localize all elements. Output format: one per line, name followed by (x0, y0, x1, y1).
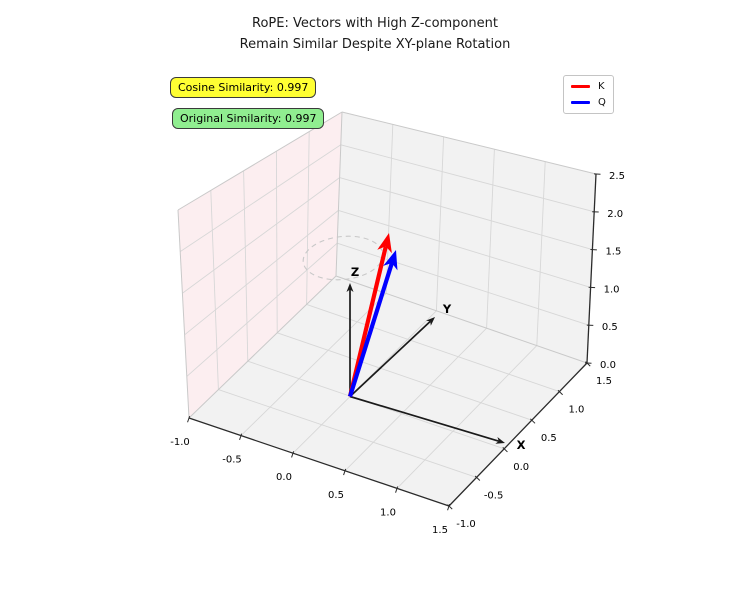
z-tick-label: 1.0 (604, 284, 620, 295)
pane-edge (335, 275, 588, 364)
grid-line (179, 144, 342, 252)
pane-edge (341, 111, 597, 175)
y-tick-label: -0.5 (484, 490, 504, 501)
legend: K Q (563, 75, 614, 114)
y-tick (502, 447, 508, 453)
grid-line (243, 170, 249, 362)
y-tick-label: 1.5 (596, 376, 612, 387)
grid-line (218, 389, 477, 478)
cosine-similarity-annotation: Cosine Similarity: 0.997 (170, 77, 317, 98)
x-tick-label: -1.0 (170, 437, 190, 448)
grid-line (184, 210, 339, 336)
z-axis-arrow-head (346, 283, 354, 292)
x-tick (239, 433, 243, 441)
y-axis-arrow-head (426, 317, 435, 326)
y-axis-label: Y (442, 302, 452, 316)
back-wall-pane (336, 112, 596, 363)
x-tick-label: -0.5 (222, 455, 242, 466)
y-tick (447, 504, 453, 510)
x-axis-arrow-head (495, 437, 505, 444)
grid-line (396, 345, 538, 489)
x-tick-label: 0.0 (276, 472, 292, 483)
grid-line (306, 303, 560, 393)
z-axis-spine (586, 173, 597, 364)
y-tick-label: 1.0 (568, 405, 584, 416)
chart-title-line2: Remain Similar Despite XY-plane Rotation (239, 37, 511, 52)
legend-item-k: K (571, 81, 606, 92)
y-tick (474, 475, 481, 481)
z-tick-label: 2.5 (609, 171, 625, 182)
x-tick (395, 486, 399, 493)
pane-edge (177, 209, 190, 419)
grid-line (337, 242, 589, 326)
x-tick (291, 451, 295, 458)
k-vector-arrow-head (377, 233, 392, 254)
y-tick-label: -1.0 (456, 519, 476, 530)
y-tick-label: 0.5 (541, 433, 557, 444)
legend-label-q: Q (598, 97, 606, 108)
grid-line (306, 131, 310, 305)
grid-line (344, 327, 487, 472)
y-axis-spine (448, 362, 588, 507)
pane-edge (335, 111, 343, 277)
z-tick-label: 1.5 (605, 247, 621, 258)
x-tick (187, 415, 191, 423)
grid-line (275, 151, 278, 333)
chart-title-line1: RoPE: Vectors with High Z-component (252, 16, 498, 31)
x-tick-label: 0.5 (328, 490, 344, 501)
x-tick (447, 503, 451, 511)
q-vector-arrow-shaft (347, 262, 394, 398)
grid-line (385, 124, 394, 294)
z-axis-label: Z (351, 265, 359, 279)
grid-line (536, 161, 546, 346)
q-series-swatch (571, 101, 590, 104)
z-tick-label: 0.0 (600, 360, 616, 371)
z-tick-label: 2.0 (607, 209, 623, 220)
legend-label-k: K (598, 81, 605, 92)
grid-line (340, 144, 595, 213)
legend-item-q: Q (571, 97, 606, 108)
z-tick-label: 0.5 (602, 322, 618, 333)
grid-line (186, 242, 338, 377)
grid-line (182, 177, 340, 294)
y-axis-arrow-shaft (349, 320, 431, 398)
grid-line (338, 209, 591, 288)
y-tick-label: 0.0 (513, 462, 529, 473)
x-axis-arrow-shaft (349, 395, 500, 442)
grid-line (240, 293, 387, 436)
grid-line (339, 177, 593, 251)
grid-line (210, 190, 219, 390)
grid-line (486, 149, 495, 329)
x-tick-label: 1.0 (380, 507, 396, 518)
x-tick-label: 1.5 (432, 525, 448, 536)
y-tick (585, 361, 591, 367)
x-axis-spine (188, 417, 450, 507)
grid-line (277, 332, 532, 421)
chart-title: RoPE: Vectors with High Z-component Rema… (0, 13, 750, 55)
original-similarity-annotation: Original Similarity: 0.997 (172, 108, 325, 129)
left-wall-pane (178, 112, 342, 418)
q-vector-arrow-head (383, 250, 398, 271)
y-tick (557, 389, 563, 396)
floor-pane (189, 276, 587, 506)
pane-edge (188, 275, 337, 419)
grid-line (435, 136, 445, 311)
y-tick (530, 418, 536, 424)
x-axis-label: X (517, 438, 526, 452)
k-series-swatch (571, 85, 590, 88)
x-tick (343, 468, 347, 476)
